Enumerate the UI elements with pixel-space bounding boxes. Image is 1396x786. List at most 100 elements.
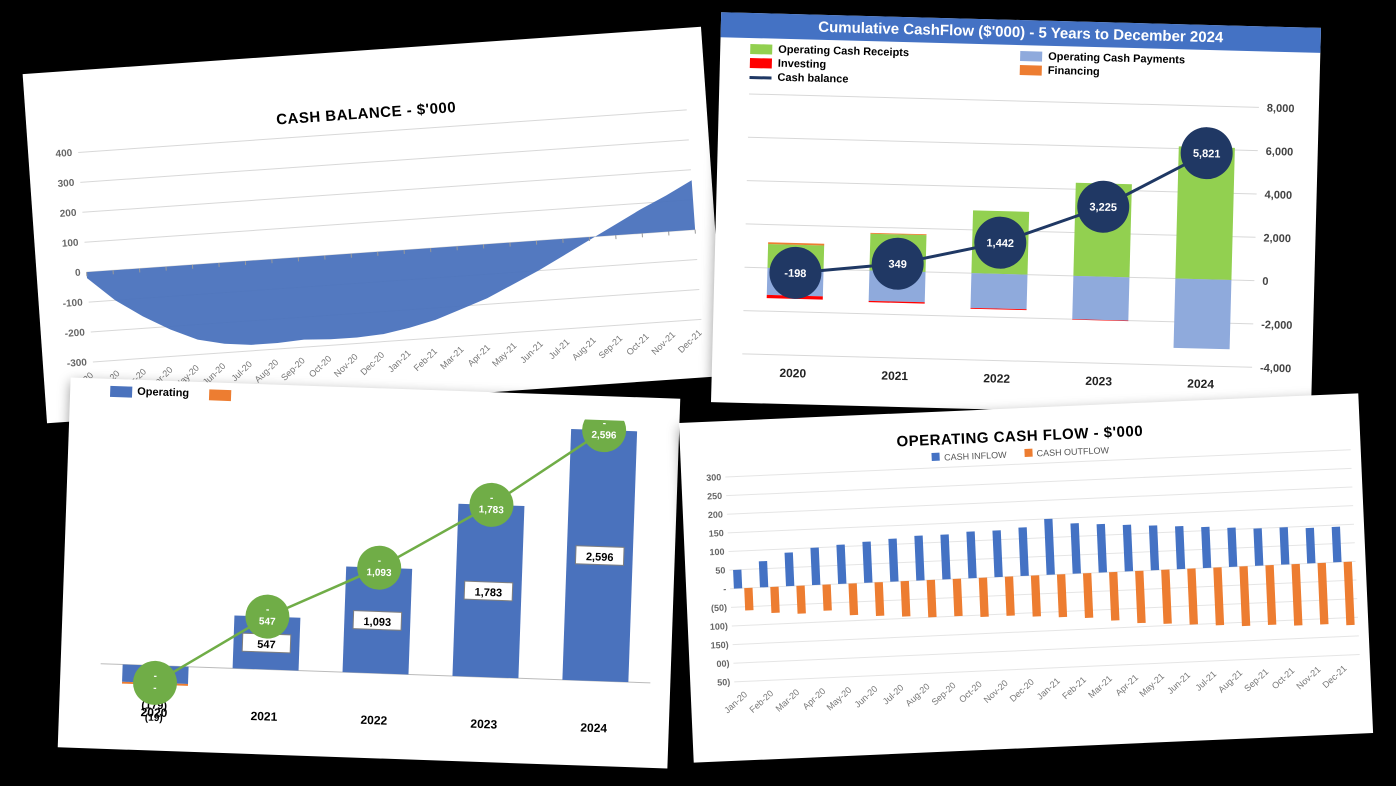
- svg-text:Mar-20: Mar-20: [774, 687, 802, 714]
- svg-text:Sep-20: Sep-20: [930, 680, 958, 707]
- svg-text:Dec-21: Dec-21: [1320, 663, 1348, 690]
- svg-text:-: -: [602, 418, 606, 429]
- operating-summary-panel: Operating (179)(19)202054720211,09320221…: [58, 377, 681, 768]
- svg-text:1,093: 1,093: [363, 616, 391, 629]
- svg-text:400: 400: [55, 148, 73, 160]
- svg-text:2,596: 2,596: [591, 430, 617, 442]
- svg-text:-: -: [378, 556, 382, 567]
- svg-text:6,000: 6,000: [1266, 146, 1294, 159]
- svg-text:8,000: 8,000: [1267, 103, 1295, 116]
- svg-text:Apr-20: Apr-20: [801, 686, 828, 712]
- svg-text:Oct-20: Oct-20: [957, 679, 984, 705]
- svg-text:Aug-21: Aug-21: [570, 335, 598, 362]
- op-cashflow-panel: OPERATING CASH FLOW - $'000 CASH INFLOW …: [679, 393, 1373, 762]
- svg-text:Nov-21: Nov-21: [1294, 664, 1322, 691]
- svg-text:2021: 2021: [250, 709, 277, 724]
- svg-text:300: 300: [57, 178, 75, 190]
- op-cashflow-chart: 30025020015010050-(50)100)150)00)50)Jan-…: [681, 444, 1373, 753]
- svg-text:Mar-21: Mar-21: [1086, 673, 1114, 700]
- svg-text:Dec-21: Dec-21: [676, 328, 704, 355]
- svg-text:(50): (50): [711, 603, 727, 614]
- financing-swatch: [1020, 65, 1042, 76]
- svg-text:Jul-20: Jul-20: [881, 683, 906, 707]
- svg-text:200: 200: [59, 208, 77, 220]
- svg-text:-: -: [266, 605, 270, 616]
- svg-text:-: -: [490, 493, 494, 504]
- svg-text:3,225: 3,225: [1089, 201, 1117, 214]
- svg-text:2021: 2021: [881, 369, 908, 384]
- svg-text:2022: 2022: [360, 713, 387, 728]
- svg-text:1,783: 1,783: [474, 587, 502, 600]
- investing-label: Investing: [778, 58, 827, 71]
- svg-text:Jan-21: Jan-21: [386, 348, 413, 374]
- svg-text:2022: 2022: [983, 371, 1010, 386]
- svg-text:1,442: 1,442: [986, 237, 1014, 250]
- svg-text:-200: -200: [64, 327, 85, 339]
- cash-balance-chart: -300-200-1000100200300400Jan-20Feb-20Mar…: [28, 99, 726, 426]
- svg-text:2023: 2023: [1085, 374, 1112, 389]
- svg-text:2024: 2024: [1187, 377, 1214, 392]
- svg-text:150): 150): [710, 640, 728, 651]
- svg-text:200: 200: [708, 509, 723, 520]
- svg-text:-198: -198: [784, 268, 806, 281]
- svg-text:1,093: 1,093: [366, 567, 392, 579]
- receipts-label: Operating Cash Receipts: [778, 44, 909, 59]
- svg-text:Feb-20: Feb-20: [748, 688, 776, 715]
- svg-text:1,783: 1,783: [479, 504, 505, 516]
- svg-text:349: 349: [888, 258, 907, 270]
- investing-swatch2: [750, 58, 772, 69]
- svg-text:547: 547: [259, 616, 276, 628]
- svg-text:50): 50): [717, 677, 730, 688]
- svg-text:Sep-21: Sep-21: [1242, 667, 1270, 694]
- investing-swatch: [209, 389, 231, 401]
- svg-text:Aug-20: Aug-20: [903, 681, 931, 708]
- cumulative-cashflow-panel: Cumulative CashFlow ($'000) - 5 Years to…: [711, 12, 1321, 418]
- svg-text:100: 100: [62, 238, 80, 250]
- receipts-swatch: [750, 44, 772, 55]
- svg-text:150: 150: [709, 528, 724, 539]
- cash-balance-panel: CASH BALANCE - $'000 -300-200-1000100200…: [23, 27, 726, 424]
- svg-text:Jun-20: Jun-20: [852, 684, 879, 710]
- svg-text:Aug-21: Aug-21: [1216, 668, 1244, 695]
- svg-text:-: -: [153, 683, 157, 694]
- svg-text:100: 100: [709, 547, 724, 558]
- svg-text:Jan-21: Jan-21: [1035, 676, 1062, 702]
- svg-text:Dec-20: Dec-20: [358, 350, 386, 377]
- svg-text:Sep-21: Sep-21: [597, 333, 625, 360]
- svg-text:2020: 2020: [140, 705, 167, 720]
- svg-text:4,000: 4,000: [1264, 189, 1292, 202]
- svg-text:50: 50: [715, 565, 725, 575]
- svg-text:Apr-21: Apr-21: [466, 342, 492, 368]
- svg-text:2020: 2020: [779, 366, 806, 381]
- svg-text:547: 547: [257, 639, 276, 652]
- svg-text:May-20: May-20: [825, 685, 854, 713]
- svg-text:100): 100): [710, 621, 728, 632]
- financing-label: Financing: [1048, 65, 1100, 78]
- operating-summary-chart: (179)(19)202054720211,09320221,78320232,…: [58, 401, 679, 752]
- svg-text:Feb-21: Feb-21: [412, 346, 439, 373]
- svg-text:00): 00): [716, 658, 729, 669]
- svg-text:-100: -100: [62, 297, 83, 309]
- payments-label: Operating Cash Payments: [1048, 51, 1185, 67]
- payments-swatch: [1020, 51, 1042, 62]
- svg-text:2,000: 2,000: [1263, 232, 1291, 245]
- svg-text:Oct-21: Oct-21: [1270, 665, 1297, 691]
- svg-text:Jul-21: Jul-21: [1193, 669, 1218, 693]
- svg-text:-2,000: -2,000: [1261, 319, 1293, 332]
- svg-text:Apr-21: Apr-21: [1113, 672, 1140, 698]
- svg-text:Feb-21: Feb-21: [1060, 675, 1088, 702]
- svg-text:Oct-21: Oct-21: [624, 331, 650, 357]
- svg-text:Nov-20: Nov-20: [982, 678, 1010, 705]
- svg-text:-300: -300: [67, 357, 88, 369]
- svg-text:2023: 2023: [470, 717, 497, 732]
- svg-text:Jun-21: Jun-21: [518, 339, 545, 365]
- svg-text:Aug-20: Aug-20: [253, 357, 281, 384]
- svg-text:2024: 2024: [580, 720, 607, 735]
- svg-text:Nov-21: Nov-21: [649, 329, 677, 356]
- outflow-swatch: [1024, 449, 1032, 457]
- svg-text:0: 0: [75, 268, 82, 279]
- svg-text:2,596: 2,596: [586, 551, 614, 564]
- svg-text:Sep-20: Sep-20: [279, 355, 307, 382]
- svg-text:Jul-21: Jul-21: [547, 337, 572, 361]
- operating-legend-label: Operating: [137, 386, 189, 400]
